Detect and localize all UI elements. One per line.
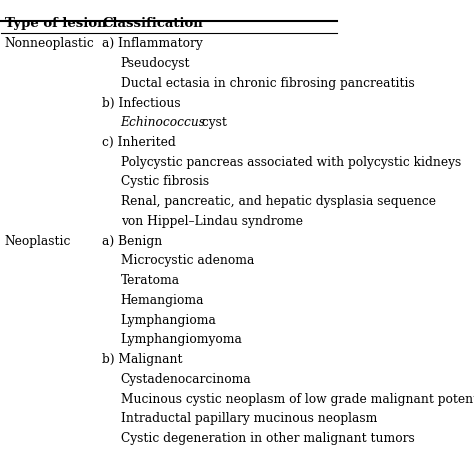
Text: c) Inherited: c) Inherited bbox=[102, 136, 176, 149]
Text: Mucinous cystic neoplasm of low grade malignant potential: Mucinous cystic neoplasm of low grade ma… bbox=[120, 393, 474, 406]
Text: Cystic fibrosis: Cystic fibrosis bbox=[120, 175, 209, 188]
Text: Lymphangiomyoma: Lymphangiomyoma bbox=[120, 333, 243, 346]
Text: Lymphangioma: Lymphangioma bbox=[120, 313, 217, 326]
Text: Microcystic adenoma: Microcystic adenoma bbox=[120, 254, 254, 268]
Text: cyst: cyst bbox=[198, 116, 227, 129]
Text: Echinococcus: Echinococcus bbox=[120, 116, 206, 129]
Text: Renal, pancreatic, and hepatic dysplasia sequence: Renal, pancreatic, and hepatic dysplasia… bbox=[120, 195, 436, 208]
Text: Nonneoplastic: Nonneoplastic bbox=[5, 38, 94, 50]
Text: Neoplastic: Neoplastic bbox=[5, 235, 71, 248]
Text: Pseudocyst: Pseudocyst bbox=[120, 57, 190, 70]
Text: a) Inflammatory: a) Inflammatory bbox=[102, 38, 203, 50]
Text: a) Benign: a) Benign bbox=[102, 235, 163, 248]
Text: b) Malignant: b) Malignant bbox=[102, 353, 182, 366]
Text: Polycystic pancreas associated with polycystic kidneys: Polycystic pancreas associated with poly… bbox=[120, 156, 461, 169]
Text: Type of lesion: Type of lesion bbox=[5, 18, 106, 31]
Text: Hemangioma: Hemangioma bbox=[120, 294, 204, 307]
Text: Intraductal papillary mucinous neoplasm: Intraductal papillary mucinous neoplasm bbox=[120, 412, 377, 425]
Text: Teratoma: Teratoma bbox=[120, 274, 180, 287]
Text: Classification: Classification bbox=[102, 18, 203, 31]
Text: Cystic degeneration in other malignant tumors: Cystic degeneration in other malignant t… bbox=[120, 432, 414, 445]
Text: Cystadenocarcinoma: Cystadenocarcinoma bbox=[120, 373, 251, 386]
Text: b) Infectious: b) Infectious bbox=[102, 96, 181, 109]
Text: von Hippel–Lindau syndrome: von Hippel–Lindau syndrome bbox=[120, 215, 302, 228]
Text: Ductal ectasia in chronic fibrosing pancreatitis: Ductal ectasia in chronic fibrosing panc… bbox=[120, 77, 414, 90]
